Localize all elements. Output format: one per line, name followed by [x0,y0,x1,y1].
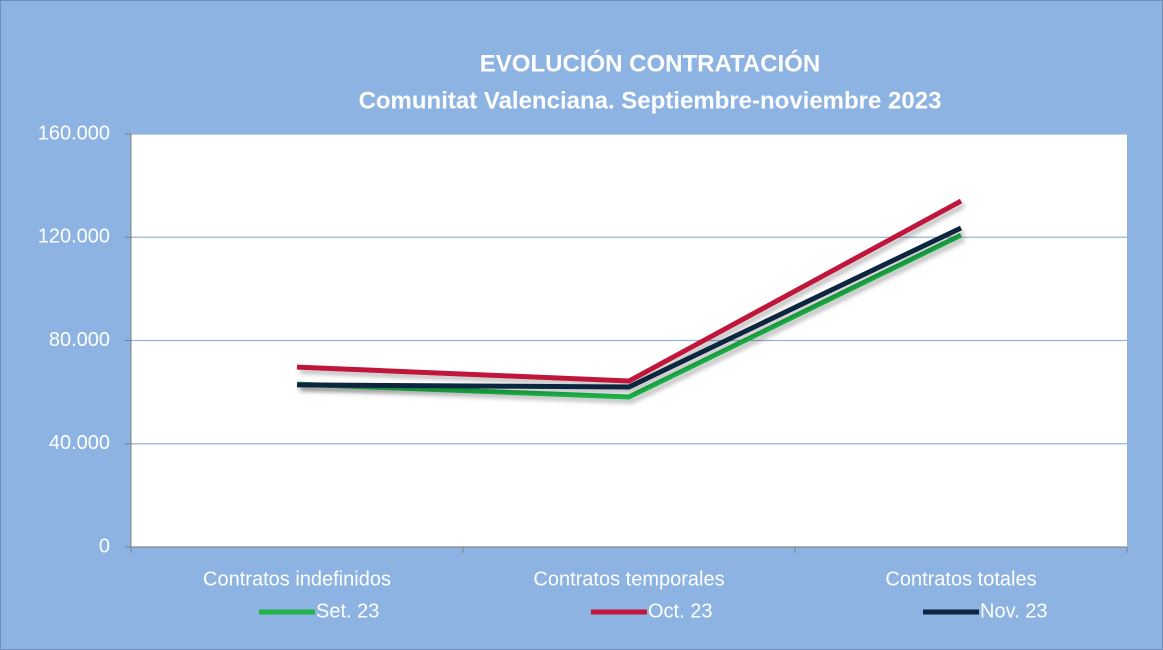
legend-label: Nov. 23 [980,600,1047,622]
series-line [296,198,963,384]
legend-label: Oct. 23 [648,600,712,622]
chart-subtitle: Comunitat Valenciana. Septiembre-noviemb… [359,87,942,114]
series-line [296,225,963,390]
x-tick-label: Contratos totales [885,568,1036,590]
y-tick-label: 0 [99,535,110,557]
x-tick-label: Contratos temporales [533,568,724,590]
legend-label: Set. 23 [316,600,379,622]
y-tick-label: 160.000 [38,122,110,144]
y-tick-label: 40.000 [49,432,110,454]
y-tick-label: 80.000 [49,329,110,351]
series-line [296,232,963,400]
chart-title: EVOLUCIÓN CONTRATACIÓN [480,49,820,77]
y-tick-label: 120.000 [38,226,110,248]
x-tick-label: Contratos indefinidos [203,568,391,590]
